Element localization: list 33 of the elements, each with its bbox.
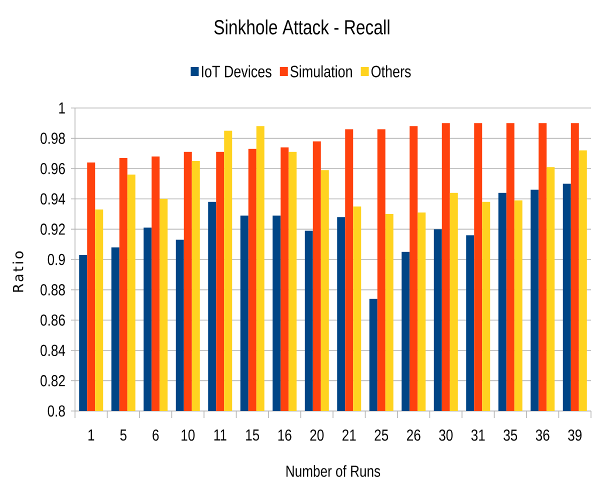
legend-label: Others [371,65,411,78]
x-tick-label: 16 [278,430,292,441]
x-tick-label: 6 [152,430,159,441]
x-tick-label: 21 [342,430,356,441]
x-tick-label: 25 [374,430,388,441]
y-tick-label: 0.86 [40,314,65,326]
y-tick-label: 0.94 [40,193,66,205]
x-tick-label: 30 [439,430,453,441]
y-tick-label: 0.98 [40,132,65,144]
x-tick-label: 35 [504,430,518,441]
x-tick-label: 11 [214,430,226,440]
y-tick-label: 0.88 [40,284,65,296]
y-tick-label: 0.96 [40,162,65,174]
y-tick-label: 0.84 [40,344,66,356]
y-tick-label: 0.9 [48,254,65,266]
x-tick-label: 39 [568,430,582,441]
x-tick-label: 36 [536,430,550,441]
legend-label: Simulation [290,65,352,78]
x-tick-label: 5 [120,430,126,441]
x-tick-label: 31 [471,430,485,441]
chart-title: Sinkhole Attack - Recall [214,19,390,34]
y-axis-title: Ratio [12,251,24,292]
x-tick-label: 15 [246,430,260,441]
y-tick-label: 0.8 [48,405,65,417]
x-tick-label: 26 [407,430,420,441]
y-tick-label: 1 [59,102,65,114]
y-tick-label: 0.92 [40,224,65,235]
x-tick-label: 20 [310,430,324,441]
y-tick-label: 0.82 [40,375,65,386]
legend-label: IoT Devices [202,65,272,78]
x-axis-title: Number of Runs [286,465,380,477]
x-tick-label: 10 [182,430,195,441]
x-tick-label: 1 [88,430,94,440]
